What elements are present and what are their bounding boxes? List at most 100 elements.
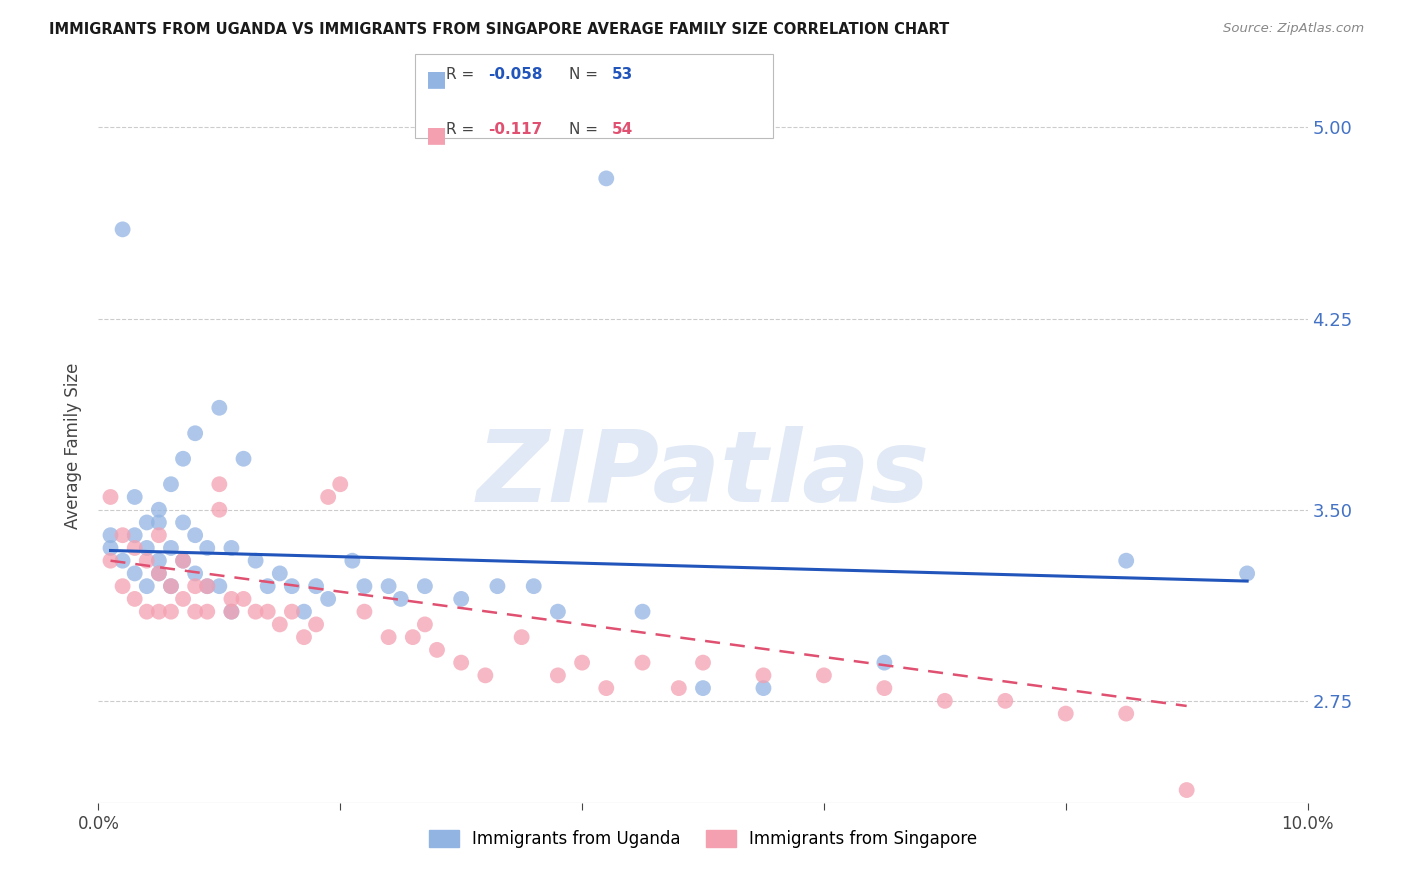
Text: R =: R = bbox=[446, 67, 479, 82]
Point bbox=[195, 579, 218, 593]
Point bbox=[195, 541, 218, 555]
Point bbox=[450, 591, 472, 606]
Point bbox=[281, 579, 304, 593]
Point bbox=[221, 541, 243, 555]
Point bbox=[100, 490, 122, 504]
Point bbox=[474, 668, 496, 682]
Point bbox=[329, 477, 352, 491]
Point bbox=[172, 451, 194, 466]
Point bbox=[208, 579, 231, 593]
Point bbox=[111, 579, 134, 593]
Point bbox=[1115, 706, 1137, 721]
Text: 54: 54 bbox=[612, 122, 633, 137]
Point bbox=[631, 605, 654, 619]
Point bbox=[208, 401, 231, 415]
Point bbox=[160, 541, 183, 555]
Legend: Immigrants from Uganda, Immigrants from Singapore: Immigrants from Uganda, Immigrants from … bbox=[422, 823, 984, 855]
Point bbox=[413, 617, 436, 632]
Point bbox=[692, 656, 714, 670]
Point bbox=[135, 554, 157, 568]
Text: ■: ■ bbox=[426, 70, 447, 89]
Text: -0.117: -0.117 bbox=[488, 122, 543, 137]
Text: IMMIGRANTS FROM UGANDA VS IMMIGRANTS FROM SINGAPORE AVERAGE FAMILY SIZE CORRELAT: IMMIGRANTS FROM UGANDA VS IMMIGRANTS FRO… bbox=[49, 22, 949, 37]
Point bbox=[160, 579, 183, 593]
Point bbox=[184, 579, 207, 593]
Point bbox=[316, 490, 339, 504]
Point bbox=[195, 605, 218, 619]
Point bbox=[269, 566, 291, 581]
Point bbox=[221, 591, 243, 606]
Point bbox=[184, 566, 207, 581]
Point bbox=[486, 579, 509, 593]
Text: -0.058: -0.058 bbox=[488, 67, 543, 82]
Point bbox=[124, 591, 146, 606]
Point bbox=[256, 605, 278, 619]
Point bbox=[160, 477, 183, 491]
Point bbox=[184, 528, 207, 542]
Point bbox=[595, 681, 617, 695]
Point bbox=[631, 656, 654, 670]
Point bbox=[195, 579, 218, 593]
Point bbox=[389, 591, 412, 606]
Point bbox=[1054, 706, 1077, 721]
Point bbox=[148, 605, 170, 619]
Point bbox=[426, 643, 449, 657]
Point bbox=[1175, 783, 1198, 797]
Y-axis label: Average Family Size: Average Family Size bbox=[65, 363, 83, 529]
Point bbox=[450, 656, 472, 670]
Point bbox=[752, 681, 775, 695]
Point bbox=[148, 554, 170, 568]
Point bbox=[172, 554, 194, 568]
Point bbox=[873, 656, 896, 670]
Text: ZIPatlas: ZIPatlas bbox=[477, 426, 929, 523]
Point bbox=[292, 605, 315, 619]
Point bbox=[269, 617, 291, 632]
Point bbox=[135, 605, 157, 619]
Point bbox=[208, 502, 231, 516]
Text: N =: N = bbox=[569, 67, 603, 82]
Point bbox=[148, 528, 170, 542]
Point bbox=[413, 579, 436, 593]
Point bbox=[172, 554, 194, 568]
Point bbox=[547, 605, 569, 619]
Point bbox=[148, 566, 170, 581]
Point bbox=[148, 516, 170, 530]
Point bbox=[124, 541, 146, 555]
Point bbox=[184, 426, 207, 441]
Point bbox=[148, 566, 170, 581]
Point bbox=[752, 668, 775, 682]
Point bbox=[305, 617, 328, 632]
Point bbox=[595, 171, 617, 186]
Point bbox=[316, 591, 339, 606]
Point bbox=[547, 668, 569, 682]
Point bbox=[111, 554, 134, 568]
Point bbox=[111, 222, 134, 236]
Point bbox=[245, 605, 267, 619]
Point bbox=[232, 451, 254, 466]
Point bbox=[124, 528, 146, 542]
Point bbox=[256, 579, 278, 593]
Point bbox=[377, 630, 399, 644]
Point bbox=[184, 605, 207, 619]
Text: Source: ZipAtlas.com: Source: ZipAtlas.com bbox=[1223, 22, 1364, 36]
Point bbox=[292, 630, 315, 644]
Point bbox=[221, 605, 243, 619]
Point bbox=[148, 502, 170, 516]
Point bbox=[135, 541, 157, 555]
Text: 53: 53 bbox=[612, 67, 633, 82]
Point bbox=[873, 681, 896, 695]
Point bbox=[100, 554, 122, 568]
Point bbox=[1236, 566, 1258, 581]
Point bbox=[813, 668, 835, 682]
Point bbox=[571, 656, 593, 670]
Point bbox=[160, 605, 183, 619]
Point bbox=[135, 579, 157, 593]
Point bbox=[305, 579, 328, 593]
Point bbox=[342, 554, 364, 568]
Point bbox=[232, 591, 254, 606]
Point bbox=[160, 579, 183, 593]
Text: ■: ■ bbox=[426, 125, 447, 145]
Point bbox=[221, 605, 243, 619]
Point bbox=[172, 516, 194, 530]
Point bbox=[281, 605, 304, 619]
